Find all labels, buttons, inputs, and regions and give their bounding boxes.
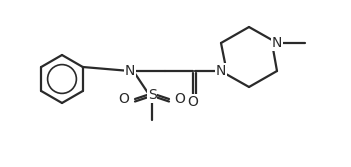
Text: N: N [216,64,226,78]
Text: N: N [272,36,282,50]
Text: S: S [148,88,157,102]
Text: O: O [119,92,130,106]
Text: O: O [187,95,198,109]
Text: N: N [125,64,135,78]
Text: O: O [174,92,185,106]
